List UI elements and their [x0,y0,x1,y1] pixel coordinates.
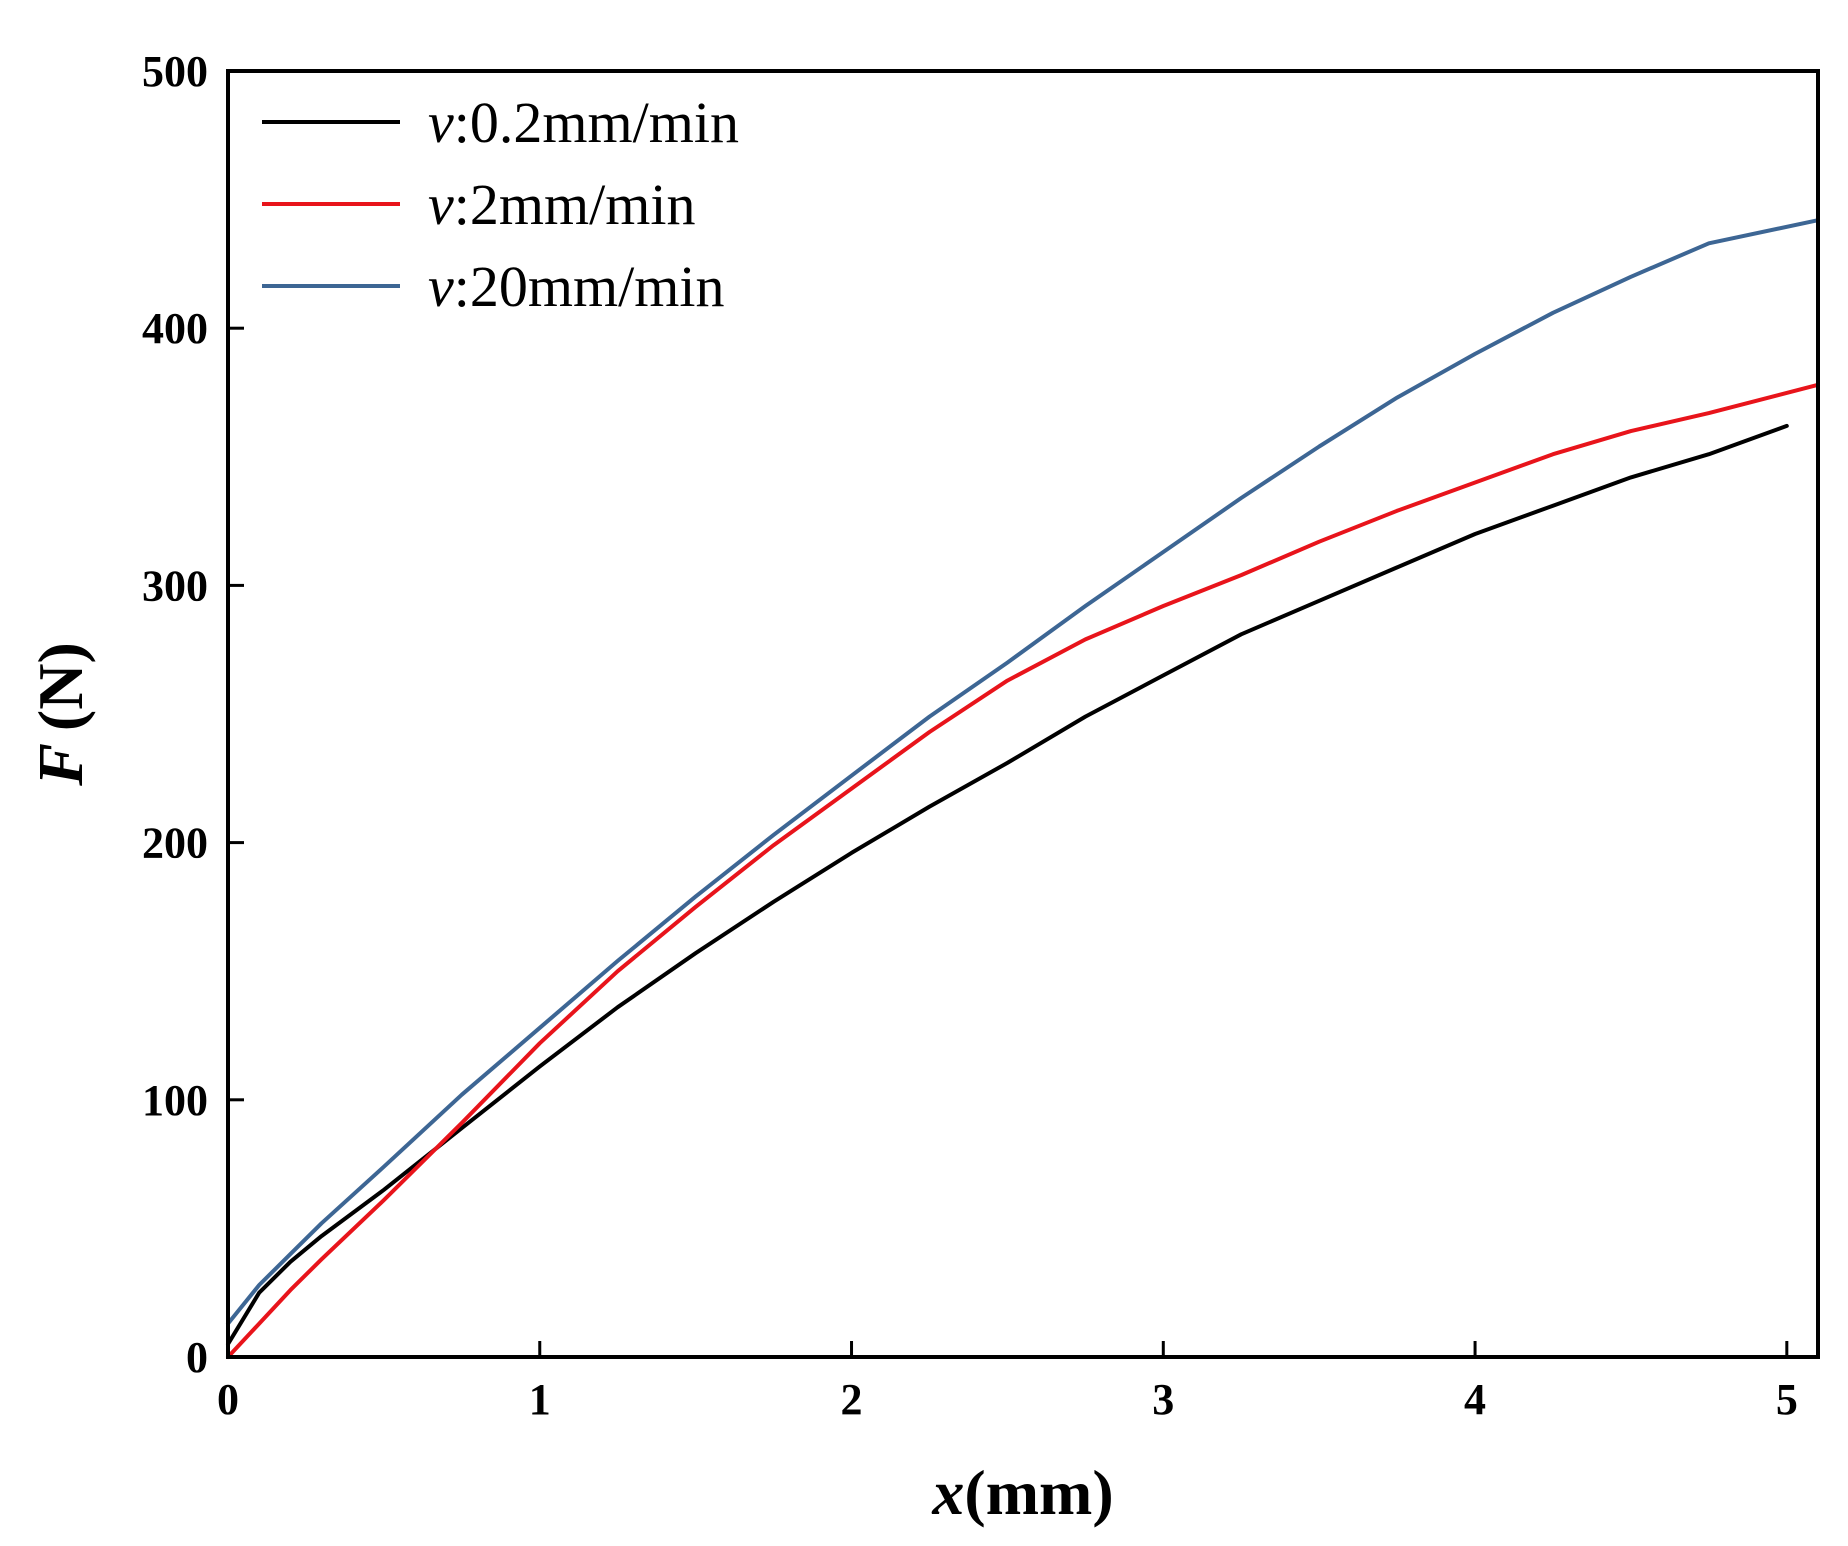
y-axis-unit: (N) [25,642,96,731]
x-axis-title: x(mm) [931,1457,1113,1528]
series-line-3 [226,218,1820,1326]
legend-var: v [428,90,454,155]
legend-sep: : [454,254,470,319]
x-tick-label: 3 [1152,1375,1174,1424]
legend-var: v [428,172,454,237]
x-tick-label: 2 [841,1375,863,1424]
y-tick-label: 400 [142,304,208,353]
y-tick-label: 500 [142,47,208,96]
x-axis-unit: (mm) [964,1457,1113,1528]
legend-value: 0.2mm/min [470,90,739,155]
y-axis-var: F [25,743,96,787]
series-line-2 [226,382,1820,1359]
legend-sep: : [454,172,470,237]
legend-value: 2mm/min [470,172,696,237]
legend: v:0.2mm/min v:2mm/min v:20mm/min [262,90,739,319]
legend-item: v:20mm/min [262,254,724,319]
y-tick-label: 100 [142,1076,208,1125]
legend-value: 20mm/min [470,254,725,319]
x-tick-label: 1 [529,1375,551,1424]
legend-item: v:0.2mm/min [262,90,739,155]
y-tick-label: 300 [142,561,208,610]
x-tick-label: 5 [1776,1375,1798,1424]
series-layer [226,218,1820,1359]
tick-layer: 0 1 2 3 4 5 0 100 200 300 400 500 [142,47,1798,1424]
x-tick-label: 4 [1464,1375,1486,1424]
legend-item: v:2mm/min [262,172,695,237]
legend-label-series-3: v:20mm/min [428,254,724,319]
x-axis-var: x [931,1457,964,1528]
y-axis-title: F (N) [25,642,96,787]
legend-sep: : [454,90,470,155]
series-line-1 [226,423,1789,1347]
y-tick-label: 0 [186,1333,208,1382]
legend-label-series-2: v:2mm/min [428,172,695,237]
legend-var: v [428,254,454,319]
plot-frame [226,69,1820,1359]
y-tick-label: 200 [142,819,208,868]
legend-label-series-1: v:0.2mm/min [428,90,739,155]
x-tick-label: 0 [217,1375,239,1424]
